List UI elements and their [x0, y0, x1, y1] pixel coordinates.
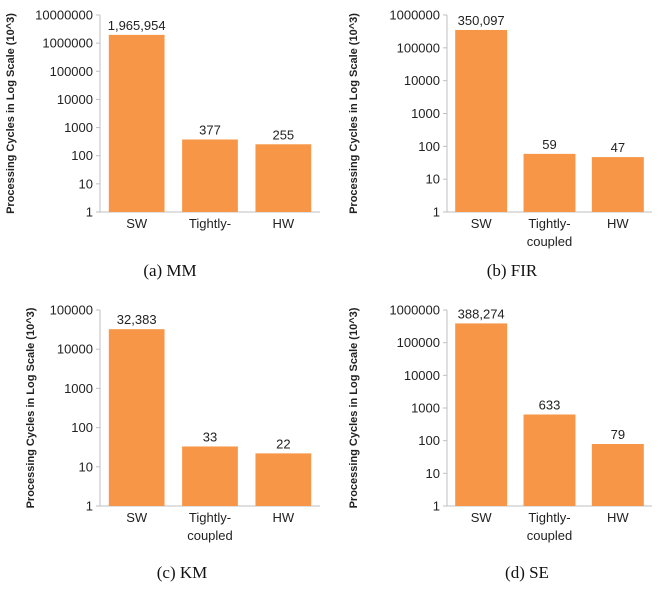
- data-label: 350,097: [458, 13, 505, 28]
- y-tick-label: 100000: [397, 40, 440, 55]
- data-label: 377: [199, 122, 221, 137]
- x-tick-label: SW: [126, 510, 148, 525]
- x-tick-label: Tightly-: [528, 510, 570, 525]
- bar-1: [182, 139, 238, 212]
- y-axis-title: Processing Cycles in Log Scale (10^3): [5, 13, 17, 214]
- x-tick-label: HW: [272, 510, 294, 525]
- bar-1: [523, 414, 576, 506]
- y-tick-label: 100000: [50, 303, 93, 318]
- bar-2: [255, 453, 312, 506]
- y-tick-label: 10000: [404, 73, 440, 88]
- y-tick-label: 10: [426, 172, 440, 187]
- y-tick-label: 100: [71, 148, 93, 163]
- chart-caption: (c) KM: [157, 563, 208, 582]
- x-tick-label: HW: [272, 216, 294, 231]
- y-tick-label: 1000000: [42, 36, 93, 51]
- bar-0: [455, 29, 508, 212]
- y-tick-label: 1000: [411, 106, 440, 121]
- y-tick-label: 100: [418, 139, 440, 154]
- x-tick-label: coupled: [527, 528, 573, 543]
- data-label: 47: [611, 140, 625, 155]
- x-tick-label: Tightly-: [528, 216, 570, 231]
- data-label: 33: [203, 429, 217, 444]
- y-tick-label: 1: [86, 205, 93, 220]
- y-tick-label: 100000: [50, 64, 93, 79]
- y-tick-label: 1: [86, 499, 93, 514]
- x-tick-label: HW: [607, 510, 629, 525]
- data-label: 79: [611, 427, 625, 442]
- y-tick-label: 10000000: [35, 8, 93, 23]
- y-tick-label: 10000: [57, 342, 93, 357]
- y-tick-label: 1: [433, 499, 440, 514]
- y-tick-label: 1000: [64, 120, 93, 135]
- chart-panel-1: 1 10 100 1000 10000 100000 1000000 350,097 SW 59 T…: [348, 8, 652, 280]
- chart-panel-2: 1 10 100 1000 10000 100000 32,383 SW 33 Tightly-c…: [25, 303, 320, 582]
- x-tick-label: SW: [126, 216, 148, 231]
- data-label: 633: [539, 397, 561, 412]
- bar-0: [108, 329, 165, 506]
- x-tick-label: HW: [607, 216, 629, 231]
- y-axis-title: Processing Cycles in Log Scale (10^3): [348, 13, 360, 214]
- x-tick-label: SW: [471, 510, 493, 525]
- x-tick-label: coupled: [527, 234, 573, 249]
- bar-0: [108, 34, 165, 213]
- data-label: 1,965,954: [108, 18, 166, 33]
- y-tick-label: 1000: [64, 381, 93, 396]
- y-tick-label: 1000000: [389, 8, 440, 23]
- x-tick-label: Tightly-: [189, 510, 231, 525]
- y-tick-label: 10: [426, 466, 440, 481]
- data-label: 255: [272, 127, 294, 142]
- data-label: 388,274: [458, 306, 505, 321]
- y-tick-label: 1: [433, 205, 440, 220]
- chart-caption: (d) SE: [505, 563, 549, 582]
- x-tick-label: coupled: [187, 528, 233, 543]
- y-tick-label: 10: [79, 459, 93, 474]
- y-tick-label: 1000000: [389, 303, 440, 318]
- y-tick-label: 100000: [397, 335, 440, 350]
- bar-0: [455, 323, 508, 506]
- y-tick-label: 100: [71, 420, 93, 435]
- x-tick-label: SW: [471, 216, 493, 231]
- y-tick-label: 10000: [57, 92, 93, 107]
- y-axis-title: Processing Cycles in Log Scale (10^3): [348, 307, 360, 508]
- y-tick-label: 100: [418, 433, 440, 448]
- bar-2: [591, 157, 644, 212]
- bar-2: [255, 144, 312, 212]
- y-tick-label: 1000: [411, 401, 440, 416]
- chart-panel-3: 1 10 100 1000 10000 100000 1000000 388,274 SW 633…: [348, 303, 652, 582]
- data-label: 22: [276, 436, 290, 451]
- chart-caption: (b) FIR: [487, 261, 538, 280]
- bar-1: [182, 446, 238, 506]
- chart-caption: (a) MM: [143, 261, 196, 280]
- bar-1: [523, 153, 576, 212]
- data-label: 59: [542, 137, 556, 152]
- y-tick-label: 10: [79, 176, 93, 191]
- chart-panel-0: 1 10 100 1000 10000 100000 1000000 10000000 1,96…: [5, 8, 320, 280]
- data-label: 32,383: [117, 312, 157, 327]
- y-tick-label: 10000: [404, 368, 440, 383]
- x-tick-label: Tightly-: [189, 216, 231, 231]
- y-axis-title: Processing Cycles in Log Scale (10^3): [25, 307, 37, 508]
- bar-2: [591, 444, 644, 506]
